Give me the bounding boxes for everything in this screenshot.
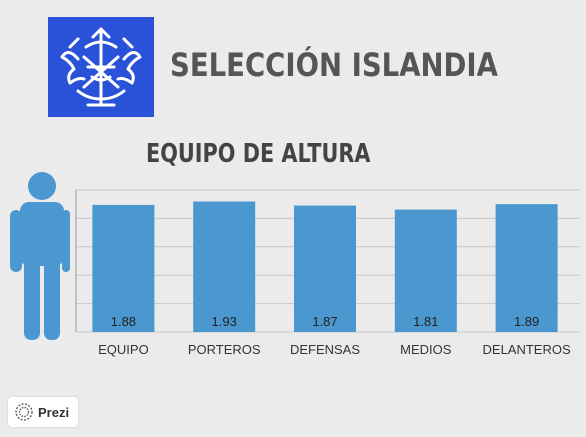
bar-equipo [92,204,155,332]
page-title: SELECCIÓN ISLANDIA [170,46,498,84]
bar-porteros [193,201,256,332]
prezi-icon [15,403,33,421]
x-tick-label: EQUIPO [98,342,149,357]
bar-delanteros [495,204,558,332]
prezi-badge[interactable]: Prezi [8,397,78,427]
data-label: 1.81 [413,314,438,329]
data-label: 1.93 [212,314,237,329]
data-label: 1.89 [514,314,539,329]
data-label: 1.88 [111,314,136,329]
x-tick-label: MEDIOS [400,342,452,357]
prezi-label: Prezi [38,404,70,420]
data-label: 1.87 [312,314,337,329]
iceland-crest-icon [60,27,142,107]
chart-title: EQUIPO DE ALTURA [146,139,371,169]
bar-medios [394,209,457,332]
bar-defensas [294,205,356,332]
person-icon [10,172,70,340]
x-tick-label: DELANTEROS [483,342,571,357]
logo-box [48,17,154,117]
x-tick-label: PORTEROS [188,342,261,357]
x-tick-label: DEFENSAS [290,342,360,357]
